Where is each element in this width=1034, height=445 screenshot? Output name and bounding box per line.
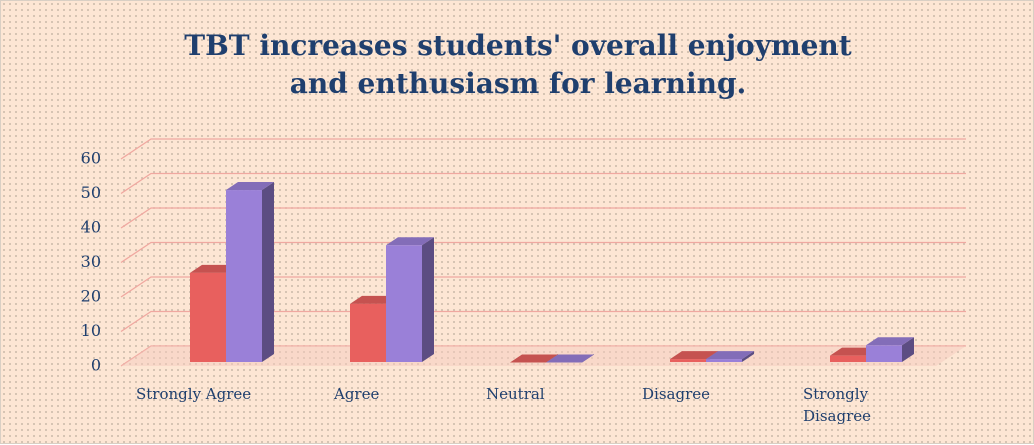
bar (226, 182, 274, 362)
grid-line (120, 207, 966, 229)
bar-front (670, 359, 706, 362)
bar (510, 354, 558, 363)
bar (386, 237, 434, 362)
bar-top (386, 237, 434, 246)
y-tick-label: 30 (81, 252, 101, 271)
bar-side (422, 237, 434, 362)
bar-top (866, 337, 914, 346)
grid-line (120, 276, 966, 298)
grid-line (120, 172, 966, 195)
bar-top (546, 354, 594, 363)
grid-line (120, 241, 966, 264)
grid-line (120, 310, 966, 333)
y-tick-label: 10 (81, 321, 101, 340)
y-tick-label: 0 (91, 356, 101, 375)
bar-side (902, 337, 914, 362)
bar-front (706, 359, 742, 362)
x-tick-label: Disagree (642, 385, 710, 403)
y-tick-label: 60 (81, 149, 101, 168)
bar-front (866, 345, 902, 362)
bar-side (262, 182, 274, 362)
y-tick-label: 20 (81, 287, 101, 306)
bar-side (742, 351, 754, 362)
bar-top (226, 182, 274, 191)
bar (546, 354, 594, 363)
bar (866, 337, 914, 362)
x-tick-label: Strongly Agree (136, 385, 252, 403)
x-tick-label: Strongly Disagree (803, 385, 871, 425)
bar-front (226, 190, 262, 362)
grid-line (120, 138, 966, 160)
x-tick-label: Agree (334, 385, 380, 403)
x-tick-label: Neutral (486, 385, 545, 403)
bar-front (350, 303, 386, 362)
bar-front (830, 355, 866, 362)
bar (706, 351, 754, 362)
bar-top (670, 351, 718, 360)
y-tick-label: 40 (81, 218, 101, 237)
chart-title: TBT increases students' overall enjoymen… (184, 29, 852, 100)
bar-front (386, 245, 422, 362)
y-tick-label: 50 (81, 183, 101, 202)
bar-front (190, 272, 226, 362)
bar-top (706, 351, 754, 360)
bar-top (510, 354, 558, 363)
